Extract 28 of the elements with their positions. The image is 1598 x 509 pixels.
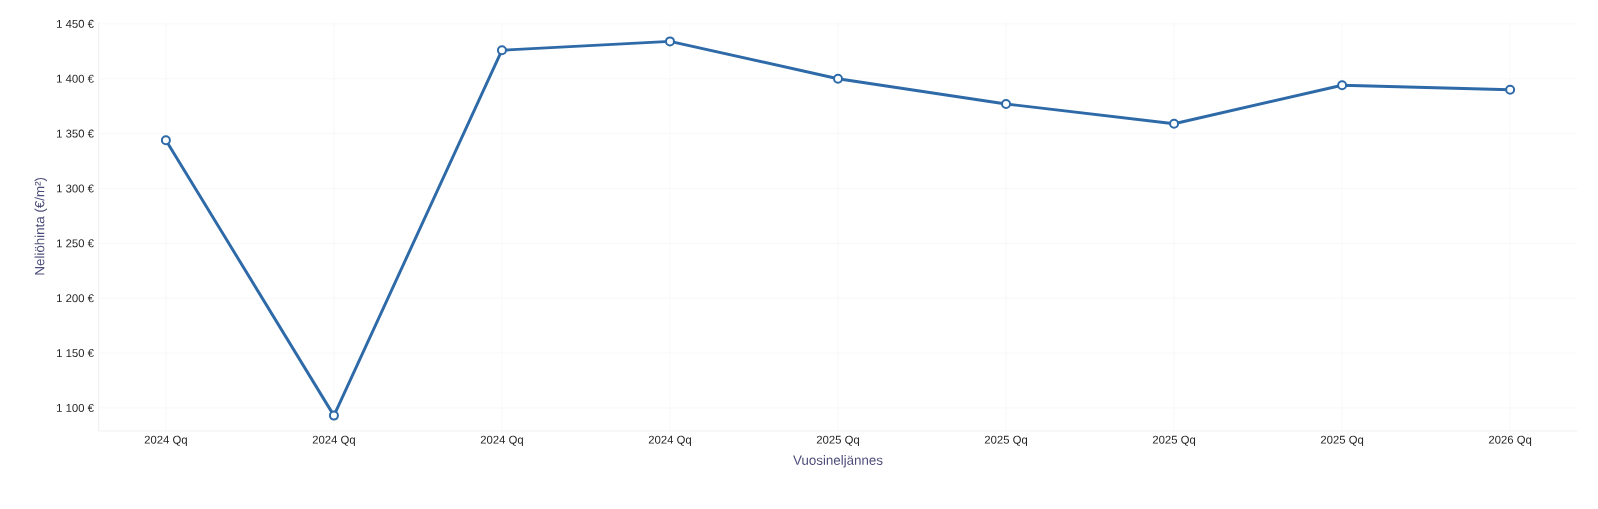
point <box>1505 84 1516 95</box>
y-tick-label: 1 250 € <box>57 239 94 248</box>
point <box>496 45 507 56</box>
y-tick-label: 1 450 € <box>57 19 94 28</box>
y-tick-label: 1 150 € <box>57 349 94 358</box>
point <box>1001 98 1012 109</box>
x-tick-label: 2024 Qq <box>144 435 187 446</box>
x-axis-title: Vuosineljännes <box>793 455 883 468</box>
x-tick-label: 2025 Qq <box>1320 435 1364 446</box>
point <box>664 36 675 47</box>
point <box>1169 118 1180 129</box>
point <box>328 410 339 421</box>
x-tick-label: 2024 Qq <box>648 435 691 446</box>
y-tick-label: 1 300 € <box>57 184 94 193</box>
x-tick-label: 2024 Qq <box>312 435 355 446</box>
point <box>833 73 844 84</box>
y-tick-label: 1 100 € <box>57 403 94 412</box>
point <box>160 135 171 146</box>
y-tick-label: 1 400 € <box>57 74 94 83</box>
x-tick-label: 2025 Qq <box>816 435 860 446</box>
x-tick-label: 2026 Qq <box>1488 435 1532 446</box>
y-tick-label: 1 350 € <box>57 129 94 138</box>
point <box>1337 80 1348 91</box>
x-tick-label: 2025 Qq <box>1152 435 1196 446</box>
x-tick-label: 2025 Qq <box>984 435 1028 446</box>
x-tick-label: 2024 Qq <box>480 435 523 446</box>
y-tick-label: 1 200 € <box>57 294 94 303</box>
y-axis-title: Neliöhinta (€/m²) <box>34 177 48 275</box>
